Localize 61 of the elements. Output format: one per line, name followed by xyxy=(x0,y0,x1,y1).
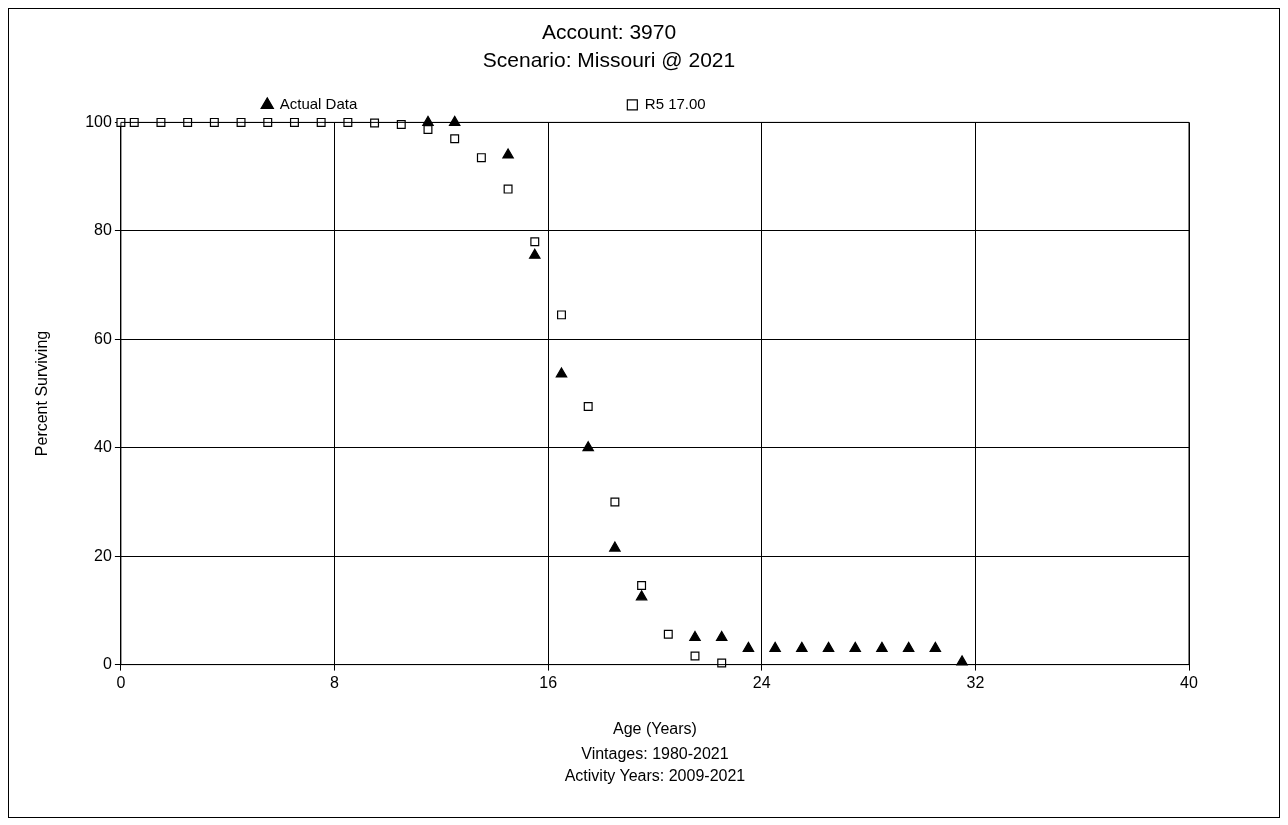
point xyxy=(156,117,166,127)
point xyxy=(129,117,139,127)
point xyxy=(396,120,406,130)
point xyxy=(637,580,647,590)
x-tick-label: 8 xyxy=(330,673,340,691)
point xyxy=(503,184,513,194)
point xyxy=(289,117,299,127)
x-tick-label: 16 xyxy=(539,673,558,691)
y-tick-label: 80 xyxy=(94,221,112,239)
point xyxy=(236,117,246,127)
point xyxy=(690,651,700,661)
text: Vintages: 1980-2021 xyxy=(581,745,729,763)
x-tick-label: 24 xyxy=(752,673,771,691)
point xyxy=(876,641,888,652)
point xyxy=(849,641,862,652)
x-tick-label: 40 xyxy=(1180,673,1198,691)
x-axis-title: Age (Years) xyxy=(612,719,697,737)
point xyxy=(929,641,942,652)
x-tick-label: 0 xyxy=(116,673,126,691)
legend-label: R5 17.00 xyxy=(644,95,956,113)
point xyxy=(530,237,540,247)
point xyxy=(689,630,701,642)
point xyxy=(717,658,727,668)
point xyxy=(422,115,434,126)
point xyxy=(555,367,568,378)
legend-label: Actual Data xyxy=(279,95,608,113)
point xyxy=(582,441,594,452)
point xyxy=(343,117,353,127)
y-tick-label: 0 xyxy=(102,655,112,673)
point xyxy=(557,310,566,320)
point xyxy=(635,590,648,601)
point xyxy=(769,641,781,652)
chart-subtitle: Scenario: Missouri @ 2021 xyxy=(482,47,736,71)
point xyxy=(316,117,326,127)
chart-title: Account: 3970 xyxy=(541,20,677,44)
point xyxy=(609,541,621,552)
point xyxy=(450,134,460,144)
point xyxy=(663,629,673,639)
text: Activity Years: 2009-2021 xyxy=(564,767,746,785)
point xyxy=(956,655,968,666)
point xyxy=(502,148,514,159)
y-tick-label: 40 xyxy=(94,438,112,456)
point xyxy=(263,117,273,127)
point xyxy=(209,117,219,127)
point xyxy=(528,248,541,259)
point xyxy=(370,118,380,128)
point xyxy=(583,402,593,411)
y-tick-label: 60 xyxy=(94,329,112,347)
point xyxy=(448,115,461,126)
y-tick-label: 100 xyxy=(85,112,112,130)
point xyxy=(796,641,808,652)
point xyxy=(822,641,835,652)
point xyxy=(742,641,755,652)
point xyxy=(902,641,915,652)
y-tick-label: 20 xyxy=(94,546,112,564)
point xyxy=(610,497,620,507)
point xyxy=(715,630,728,642)
y-axis-title: Percent Surviving xyxy=(33,330,51,457)
point xyxy=(183,117,193,127)
point xyxy=(476,153,486,163)
x-tick-label: 32 xyxy=(966,673,985,691)
